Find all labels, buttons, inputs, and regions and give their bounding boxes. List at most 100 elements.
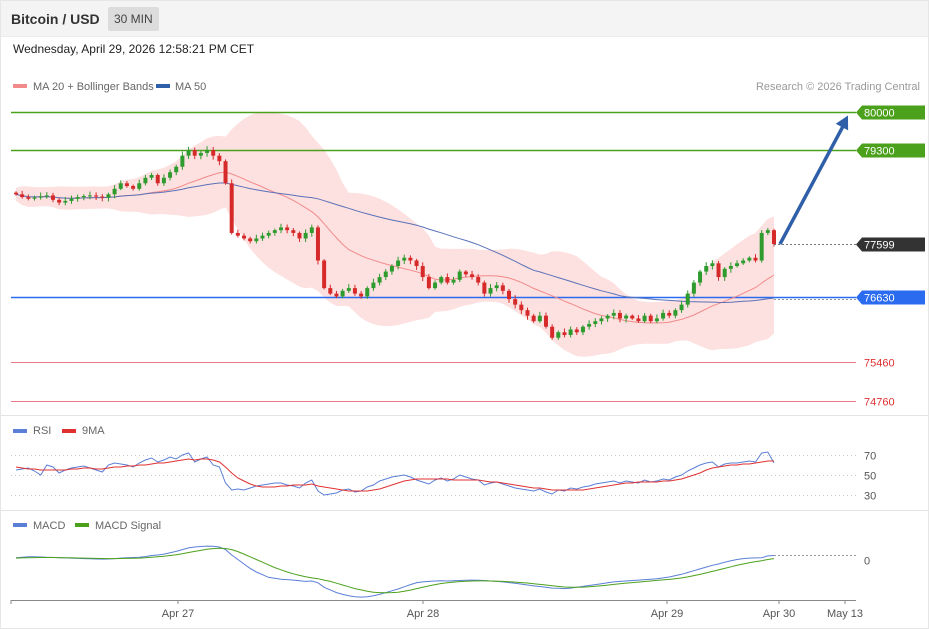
candle-body [389, 266, 394, 272]
candle-body [587, 323, 592, 327]
level-tag-80000 [856, 105, 925, 120]
candle-body [340, 290, 345, 297]
candle-body [174, 166, 179, 173]
x-axis-label: May 13 [827, 608, 863, 620]
candle-body [396, 260, 401, 267]
candle-body [266, 232, 271, 236]
candle-body [470, 274, 475, 278]
candle-body [352, 288, 357, 294]
candle-body [741, 260, 746, 264]
candle-body [106, 194, 111, 198]
macd-tick-0: 0 [864, 555, 870, 567]
candle-body [679, 304, 684, 311]
candle-body [63, 200, 68, 203]
candle-body [38, 196, 43, 198]
candle-body [118, 183, 123, 189]
chart-header: Bitcoin / USD 30 MIN [0, 0, 929, 37]
rsi-tick-50: 50 [864, 471, 876, 483]
candle-body [747, 257, 752, 261]
candle-body [260, 235, 265, 239]
level-label-80000: 80000 [864, 108, 895, 120]
datetime-label: Wednesday, April 29, 2026 12:58:21 PM CE… [13, 42, 255, 56]
candle-body [100, 196, 105, 198]
candle-body [383, 271, 388, 278]
candle-body [235, 232, 240, 236]
candle-body [488, 288, 493, 294]
candle-body [513, 299, 518, 305]
candle-body [69, 198, 74, 201]
x-axis-label: Apr 28 [407, 608, 439, 620]
candle-body [562, 332, 567, 335]
candle-body [636, 318, 641, 322]
candle-body [149, 175, 154, 178]
candle-body [445, 277, 450, 283]
candle-body [648, 315, 653, 322]
candle-body [654, 318, 659, 322]
candle-body [124, 183, 129, 187]
candle-body [14, 192, 18, 195]
candle-body [155, 175, 160, 184]
ma50-legend-swatch [156, 84, 170, 88]
candle-body [408, 257, 413, 261]
bollinger-band-area [16, 111, 774, 357]
copyright-label: Research © 2026 Trading Central [756, 81, 920, 93]
candle-body [772, 230, 776, 245]
candle-body [334, 293, 339, 297]
level-label-74760: 74760 [864, 397, 895, 409]
rsi-legend-label: RSI [33, 425, 51, 437]
level-tag-76630 [856, 290, 925, 305]
candle-body [691, 282, 696, 294]
candle-body [457, 271, 462, 280]
candle-body [463, 271, 468, 275]
macd-signal-legend-label: MACD Signal [95, 520, 161, 532]
candle-body [537, 315, 542, 322]
candle-body [617, 312, 622, 319]
candle-body [44, 195, 49, 197]
candle-body [223, 161, 228, 184]
candle-body [550, 326, 555, 338]
ma50-line [15, 182, 775, 304]
candle-body [254, 238, 259, 242]
macd-legend-label: MACD [33, 520, 65, 532]
candle-body [297, 232, 302, 239]
candle-body [278, 227, 283, 231]
candle-body [568, 329, 573, 335]
candle-body [605, 315, 610, 319]
candle-body [439, 277, 444, 283]
candle-body [285, 227, 290, 231]
candle-body [217, 155, 222, 162]
candle-body [580, 326, 585, 333]
candle-body [272, 230, 277, 233]
forecast-arrow-head [835, 115, 849, 131]
candle-body [32, 197, 37, 199]
candle-body [710, 263, 715, 267]
candle-body [346, 288, 351, 291]
rsi-legend-swatch [13, 429, 27, 433]
candle-body [205, 150, 210, 153]
candle-body [753, 257, 758, 261]
candle-body [599, 318, 604, 322]
candle-body [642, 315, 647, 322]
candle-body [414, 260, 419, 267]
candle-body [291, 230, 296, 233]
candle-body [81, 195, 86, 198]
macd-signal-line [15, 547, 775, 594]
instrument-title: Bitcoin / USD [11, 11, 100, 27]
macd-line [15, 545, 775, 598]
candle-body [661, 312, 666, 319]
candle-body [735, 263, 740, 267]
candle-body [371, 282, 376, 289]
candle-body [519, 304, 524, 311]
candle-body [611, 312, 616, 316]
forecast-arrow-shaft [778, 121, 847, 245]
candle-body [328, 288, 333, 294]
candle-body [759, 232, 764, 261]
candle-body [322, 260, 327, 289]
candle-body [556, 332, 561, 338]
candle-body [87, 195, 92, 197]
timeframe-button[interactable]: 30 MIN [108, 7, 159, 31]
x-axis-label: Apr 30 [763, 608, 795, 620]
rsi-ma-legend-swatch [62, 429, 76, 433]
